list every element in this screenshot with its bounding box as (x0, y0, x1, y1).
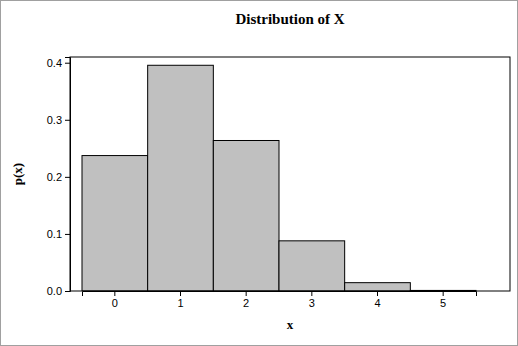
y-tick: 0.1 (47, 228, 70, 240)
y-tick-mark (65, 291, 70, 292)
bars (82, 65, 476, 291)
title: Distribution of X (235, 11, 344, 27)
y-axis: 0.0 0.1 0.2 0.3 0.4 (47, 57, 71, 297)
y-tick: 0.0 (47, 285, 70, 297)
chart: 0.0 0.1 0.2 0.3 0.4 0 1 2 3 4 5 Distribution of X x p… (0, 0, 518, 346)
y-tick-mark (65, 177, 70, 178)
x-tick: 1 (177, 291, 183, 309)
y-tick-label: 0.0 (47, 285, 62, 297)
plot-frame (70, 57, 510, 291)
x-tick: 5 (440, 291, 446, 309)
x-tick-label: 3 (309, 297, 315, 309)
bar (148, 65, 214, 291)
x-tick-mark (180, 291, 181, 296)
x-tick-label: 2 (243, 297, 249, 309)
x-axis: 0 1 2 3 4 5 (83, 291, 477, 309)
y-tick-mark (65, 120, 70, 121)
bar (82, 156, 148, 291)
x-tick-mark (114, 291, 115, 296)
x-axis-line (83, 292, 477, 297)
x-tick-label: 1 (177, 297, 183, 309)
x-tick: 0 (112, 291, 118, 309)
x-axis-title: x (287, 317, 294, 332)
bar (345, 283, 411, 291)
bar (213, 140, 279, 291)
x-tick: 2 (243, 291, 249, 309)
y-tick-mark (65, 234, 70, 235)
y-axis-title: p(x) (10, 163, 25, 185)
y-tick: 0.2 (47, 171, 70, 183)
y-axis-line (65, 58, 71, 292)
background (1, 1, 518, 346)
y-tick-label: 0.2 (47, 171, 62, 183)
x-tick-label: 0 (112, 297, 118, 309)
x-tick: 3 (309, 291, 315, 309)
x-tick-mark (443, 291, 444, 296)
x-tick-label: 5 (440, 297, 446, 309)
y-tick-mark (65, 63, 70, 64)
y-tick-label: 0.3 (47, 114, 62, 126)
x-tick-label: 4 (374, 297, 380, 309)
x-tick-mark (311, 291, 312, 296)
bar (279, 241, 345, 291)
y-tick-label: 0.1 (47, 228, 62, 240)
y-tick-label: 0.4 (47, 57, 62, 69)
x-tick-mark (246, 291, 247, 296)
x-tick: 4 (374, 291, 380, 309)
x-tick-mark (377, 291, 378, 296)
y-tick: 0.4 (47, 57, 70, 69)
y-tick: 0.3 (47, 114, 70, 126)
plot-area (70, 57, 510, 291)
